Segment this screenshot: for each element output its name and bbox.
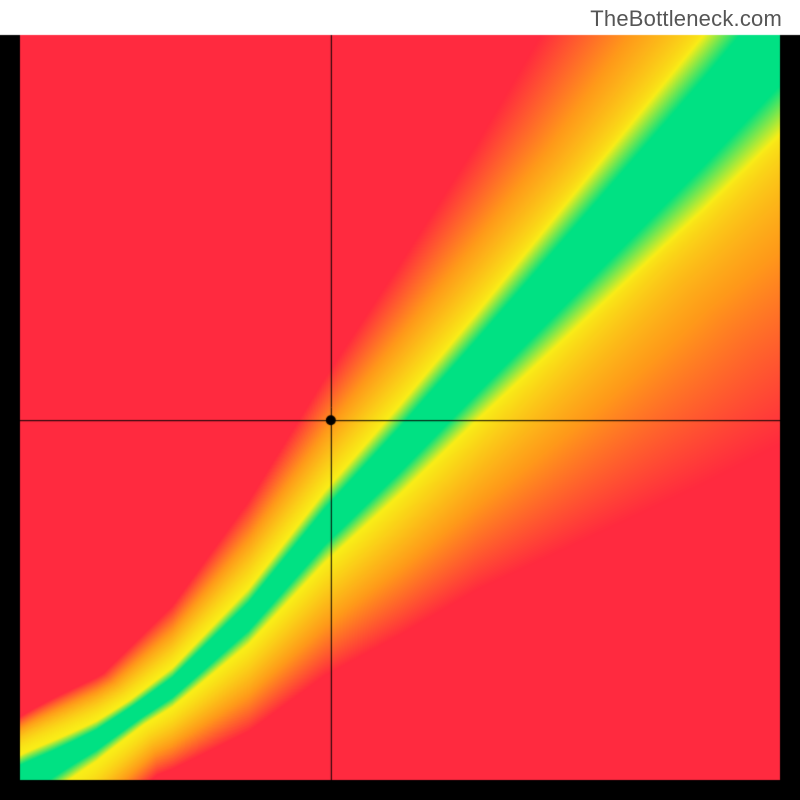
bottleneck-heatmap [0,0,800,800]
chart-container: TheBottleneck.com [0,0,800,800]
watermark-text: TheBottleneck.com [590,6,782,32]
